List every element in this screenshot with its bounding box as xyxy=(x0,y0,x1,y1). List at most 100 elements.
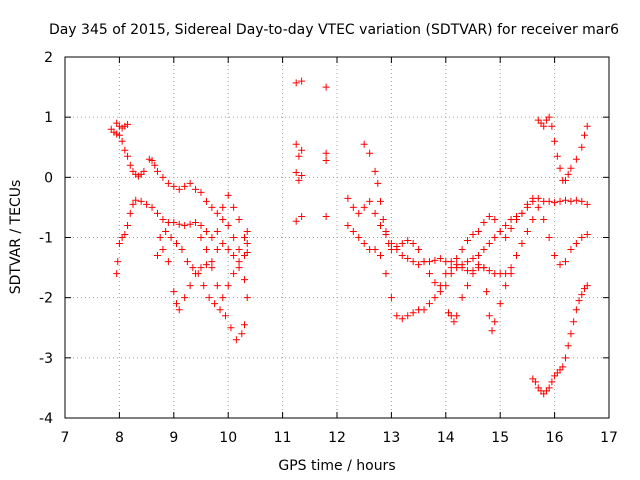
x-tick-label: 15 xyxy=(491,430,509,446)
series-track-h xyxy=(344,194,515,278)
data-point xyxy=(581,131,589,139)
data-point xyxy=(398,240,406,248)
x-tick-label: 11 xyxy=(274,430,292,446)
data-point xyxy=(572,306,580,314)
data-point xyxy=(442,282,450,290)
chart-title: Day 345 of 2015, Sidereal Day-to-day VTE… xyxy=(49,22,619,38)
data-point xyxy=(230,234,238,241)
data-point xyxy=(219,240,227,248)
data-point xyxy=(529,215,537,223)
data-point xyxy=(385,240,393,248)
data-point xyxy=(578,197,586,205)
data-point xyxy=(151,161,159,169)
data-point xyxy=(167,234,175,241)
data-point xyxy=(186,220,194,228)
data-point xyxy=(344,221,352,229)
series-track-f xyxy=(156,227,249,344)
y-tick-label: 2 xyxy=(44,50,53,66)
data-point xyxy=(507,215,515,223)
x-axis-label: GPS time / hours xyxy=(278,458,395,474)
data-point xyxy=(545,384,553,392)
data-point xyxy=(202,246,210,254)
y-tick-label: -2 xyxy=(39,291,53,307)
data-point xyxy=(159,173,167,181)
data-point xyxy=(121,146,129,154)
data-point xyxy=(219,294,227,302)
data-point xyxy=(235,258,243,266)
data-point xyxy=(474,252,482,260)
y-tick-label: -1 xyxy=(39,231,53,247)
data-point xyxy=(219,203,227,211)
data-point xyxy=(556,164,564,172)
data-point xyxy=(548,122,556,130)
data-point xyxy=(298,212,306,220)
data-point xyxy=(115,131,123,139)
data-point xyxy=(129,200,137,208)
data-point xyxy=(567,197,575,205)
data-point xyxy=(164,258,172,266)
data-point xyxy=(502,234,510,241)
grid xyxy=(65,57,609,418)
data-point xyxy=(156,234,164,241)
data-point xyxy=(202,197,210,205)
data-point xyxy=(480,218,488,226)
y-axis-label: SDTVAR / TECUs xyxy=(8,180,24,295)
data-point xyxy=(208,203,216,211)
data-point xyxy=(349,227,357,235)
data-point xyxy=(453,255,461,263)
data-point xyxy=(355,209,363,217)
data-point xyxy=(292,140,300,148)
x-tick-label: 14 xyxy=(437,430,455,446)
data-point xyxy=(124,221,132,229)
data-point xyxy=(551,137,559,145)
data-point xyxy=(545,113,553,121)
data-point xyxy=(140,167,148,175)
data-point xyxy=(393,312,401,320)
data-point xyxy=(186,282,194,290)
data-point xyxy=(189,264,197,272)
data-point xyxy=(409,258,417,266)
plot-frame xyxy=(64,56,610,419)
data-point xyxy=(398,315,406,323)
data-point xyxy=(436,288,444,296)
data-point xyxy=(371,209,379,217)
data-point xyxy=(153,167,161,175)
data-point xyxy=(513,252,521,260)
data-point xyxy=(540,215,548,223)
data-point xyxy=(197,264,205,272)
data-point xyxy=(409,240,417,248)
data-point xyxy=(523,227,531,235)
data-point xyxy=(447,270,455,278)
data-point xyxy=(132,196,140,204)
data-point xyxy=(208,264,216,272)
data-point xyxy=(164,179,172,187)
data-point xyxy=(415,261,423,269)
x-tick-label: 17 xyxy=(600,430,618,446)
data-point xyxy=(570,318,578,326)
data-point xyxy=(572,155,580,163)
x-tick-label: 13 xyxy=(382,430,400,446)
data-point xyxy=(567,330,575,338)
data-point xyxy=(183,258,191,266)
data-point xyxy=(469,230,477,238)
data-point xyxy=(322,212,330,220)
data-point xyxy=(578,143,586,151)
data-point xyxy=(227,324,235,332)
data-point xyxy=(115,240,123,248)
data-point xyxy=(243,294,251,302)
data-point xyxy=(480,246,488,254)
data-point xyxy=(583,230,591,238)
data-point xyxy=(447,258,455,266)
data-point xyxy=(148,203,156,211)
data-point xyxy=(295,152,303,160)
data-point xyxy=(464,282,472,290)
data-point xyxy=(298,77,306,85)
data-point xyxy=(121,230,129,238)
data-point xyxy=(453,312,461,320)
data-point xyxy=(561,258,569,266)
y-tick-label: 0 xyxy=(44,170,53,186)
data-point xyxy=(409,309,417,317)
data-point xyxy=(371,167,379,175)
